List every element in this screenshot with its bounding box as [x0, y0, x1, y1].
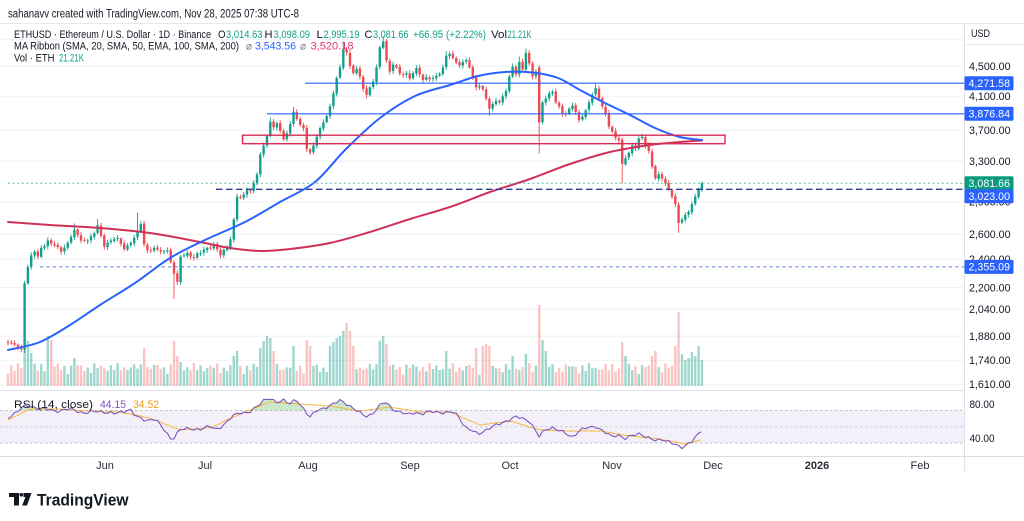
- svg-text:Dec: Dec: [703, 460, 723, 472]
- svg-text:Sep: Sep: [400, 460, 420, 472]
- svg-text:3,876.84: 3,876.84: [969, 109, 1011, 121]
- svg-text:21.21K: 21.21K: [508, 29, 532, 41]
- svg-text:4,100.00: 4,100.00: [969, 91, 1011, 103]
- svg-text:Jun: Jun: [96, 460, 114, 472]
- svg-text:3,700.00: 3,700.00: [969, 125, 1011, 137]
- svg-text:3,300.00: 3,300.00: [969, 156, 1011, 168]
- svg-text:RSI (14, close): RSI (14, close): [14, 399, 93, 411]
- svg-text:80.00: 80.00: [970, 399, 995, 411]
- svg-text:3,081.66: 3,081.66: [373, 29, 409, 41]
- svg-text:3,098.09: 3,098.09: [274, 29, 311, 41]
- svg-text:H: H: [265, 29, 273, 41]
- svg-text:3,023.00: 3,023.00: [969, 191, 1011, 203]
- svg-text:4,500.00: 4,500.00: [969, 61, 1011, 73]
- svg-text:4,271.58: 4,271.58: [969, 78, 1011, 90]
- svg-text:Vol: Vol: [491, 29, 507, 41]
- svg-text:L: L: [317, 29, 324, 41]
- svg-text:ETHUSD · Ethereum / U.S. Dolla: ETHUSD · Ethereum / U.S. Dollar · 1D · B…: [14, 29, 211, 41]
- svg-text:40.00: 40.00: [970, 433, 995, 445]
- svg-text:⌀: ⌀: [300, 41, 306, 53]
- svg-text:3,014.63: 3,014.63: [226, 29, 263, 41]
- svg-text:3,543.56: 3,543.56: [255, 41, 296, 53]
- svg-text:sahanavv created with TradingV: sahanavv created with TradingView.com, N…: [8, 9, 299, 21]
- svg-text:Oct: Oct: [501, 460, 518, 472]
- svg-text:Feb: Feb: [911, 460, 930, 472]
- svg-text:2026: 2026: [805, 460, 829, 472]
- svg-text:MA Ribbon (SMA, 20, SMA, 50, E: MA Ribbon (SMA, 20, SMA, 50, EMA, 100, S…: [14, 41, 239, 53]
- svg-text:O: O: [218, 29, 226, 41]
- svg-text:1,880.00: 1,880.00: [969, 331, 1011, 343]
- svg-text:2,995.19: 2,995.19: [324, 29, 360, 41]
- svg-text:USD: USD: [971, 28, 990, 40]
- svg-text:1,740.00: 1,740.00: [969, 355, 1011, 367]
- svg-text:Nov: Nov: [602, 460, 622, 472]
- svg-text:2,040.00: 2,040.00: [969, 304, 1011, 316]
- svg-text:34.52: 34.52: [133, 399, 159, 411]
- svg-text:44.15: 44.15: [100, 399, 126, 411]
- svg-text:+66.95 (+2.22%): +66.95 (+2.22%): [413, 29, 486, 41]
- svg-text:2,600.00: 2,600.00: [969, 229, 1011, 241]
- svg-text:21.21K: 21.21K: [59, 53, 84, 65]
- svg-text:2,200.00: 2,200.00: [969, 282, 1011, 294]
- svg-text:2,355.09: 2,355.09: [969, 262, 1011, 274]
- svg-text:Jul: Jul: [198, 460, 212, 472]
- svg-text:3,081.66: 3,081.66: [969, 178, 1011, 190]
- svg-text:Vol · ETH: Vol · ETH: [14, 53, 55, 65]
- svg-text:3,520.18: 3,520.18: [311, 41, 354, 53]
- svg-text:Aug: Aug: [298, 460, 318, 472]
- svg-text:C: C: [365, 29, 373, 41]
- svg-text:TradingView: TradingView: [37, 492, 129, 510]
- svg-text:⌀: ⌀: [246, 41, 252, 53]
- svg-text:1,610.00: 1,610.00: [969, 379, 1011, 391]
